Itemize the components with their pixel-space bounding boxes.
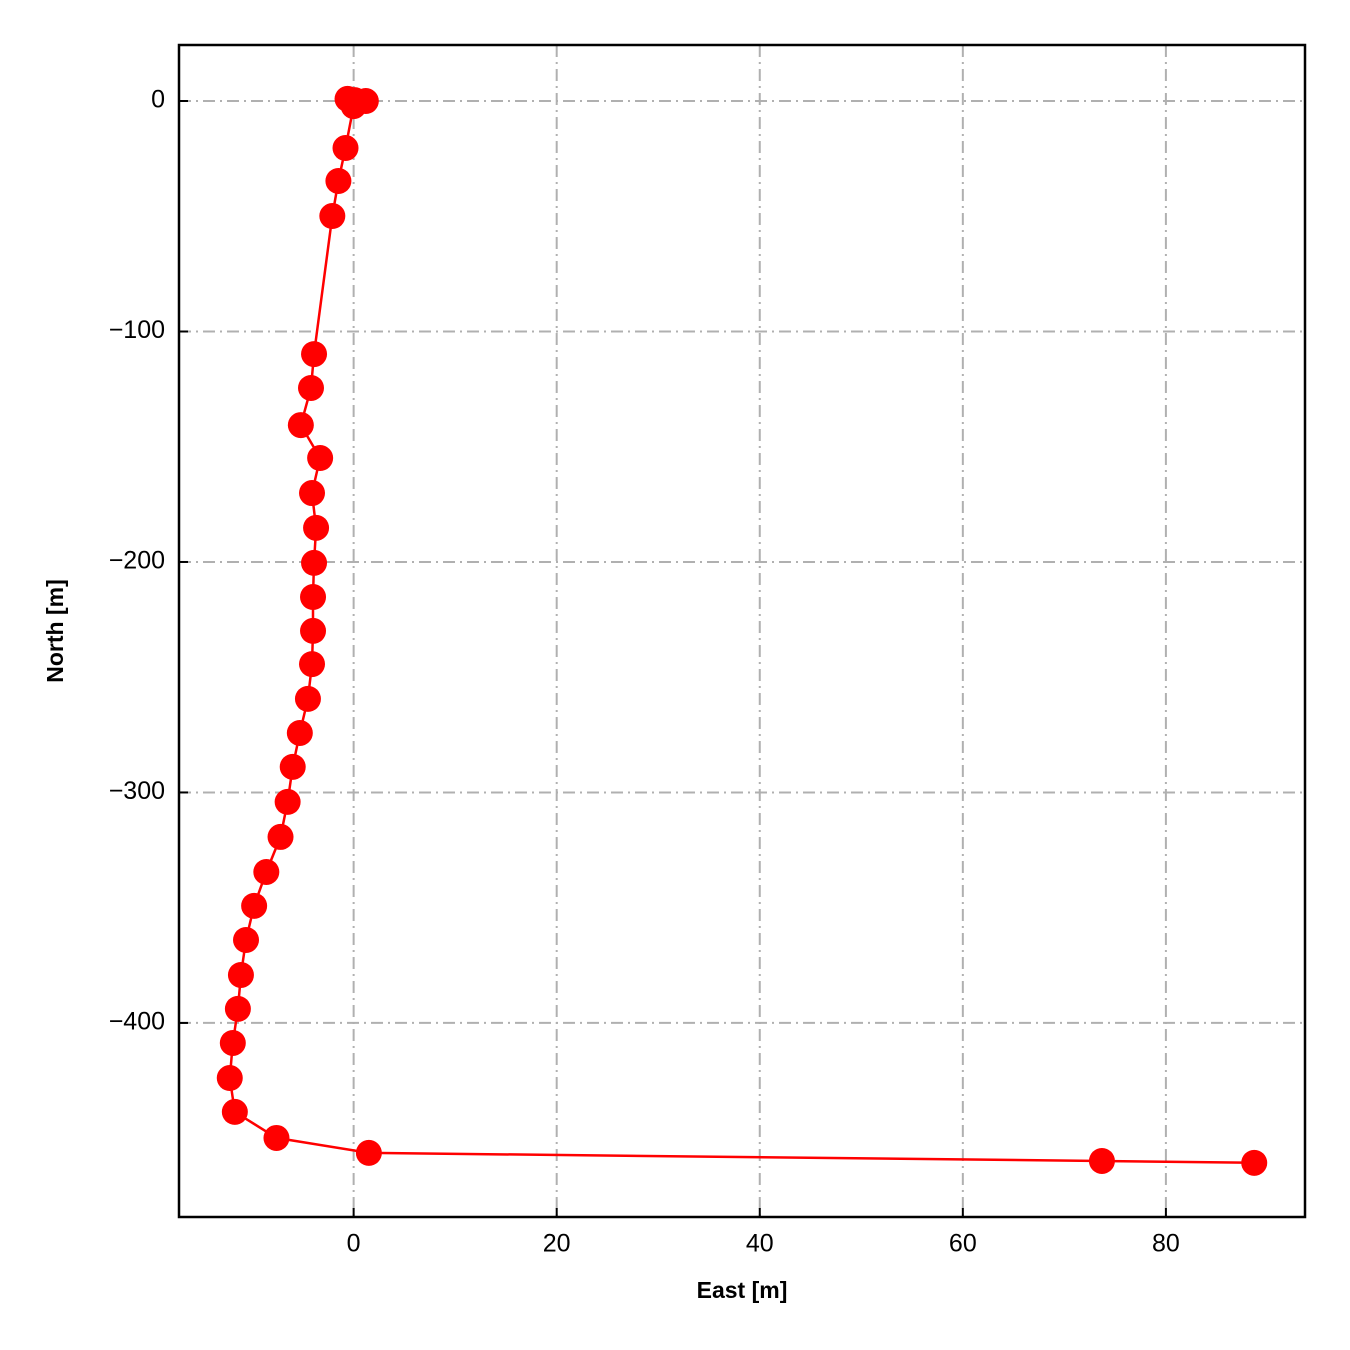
marker	[301, 341, 328, 368]
marker	[1241, 1149, 1268, 1176]
marker	[297, 374, 324, 401]
y-tick-label: −300	[109, 777, 165, 805]
x-tick-label: 60	[949, 1230, 977, 1258]
marker	[332, 135, 359, 162]
y-tick-label: 0	[151, 86, 165, 114]
marker	[325, 167, 352, 194]
marker	[253, 858, 280, 885]
plot	[216, 85, 1268, 1176]
marker	[1088, 1147, 1115, 1174]
marker	[355, 1139, 382, 1166]
y-axis-label: North [m]	[42, 579, 68, 682]
marker	[287, 412, 314, 439]
x-tick-label: 80	[1152, 1230, 1180, 1258]
marker	[286, 719, 313, 746]
x-tick-label: 40	[746, 1230, 774, 1258]
marker	[300, 617, 327, 644]
x-axis-label: East [m]	[697, 1277, 788, 1303]
marker	[301, 549, 328, 576]
axes-frame	[177, 43, 1307, 1219]
line	[228, 97, 1255, 1165]
marker	[227, 961, 254, 988]
marker	[224, 995, 251, 1022]
x-tick-label: 20	[543, 1230, 571, 1258]
marker	[267, 823, 294, 850]
marker	[221, 1098, 248, 1125]
marker	[219, 1029, 246, 1056]
y-tick-label: −400	[109, 1008, 165, 1036]
marker	[241, 892, 268, 919]
y-tick-label: −200	[109, 547, 165, 575]
y-tick-label: −100	[109, 316, 165, 344]
marker	[233, 926, 260, 953]
marker	[340, 93, 367, 120]
marker	[274, 788, 301, 815]
marker	[279, 753, 306, 780]
marker	[294, 685, 321, 712]
x-tick-label: 0	[347, 1230, 361, 1258]
marker	[300, 584, 327, 611]
grid	[179, 45, 1305, 1217]
marker	[319, 203, 346, 230]
marker	[299, 480, 326, 507]
marker	[307, 445, 334, 472]
marker	[299, 651, 326, 678]
marker	[263, 1124, 290, 1151]
marker	[303, 514, 330, 541]
marker	[216, 1065, 243, 1092]
